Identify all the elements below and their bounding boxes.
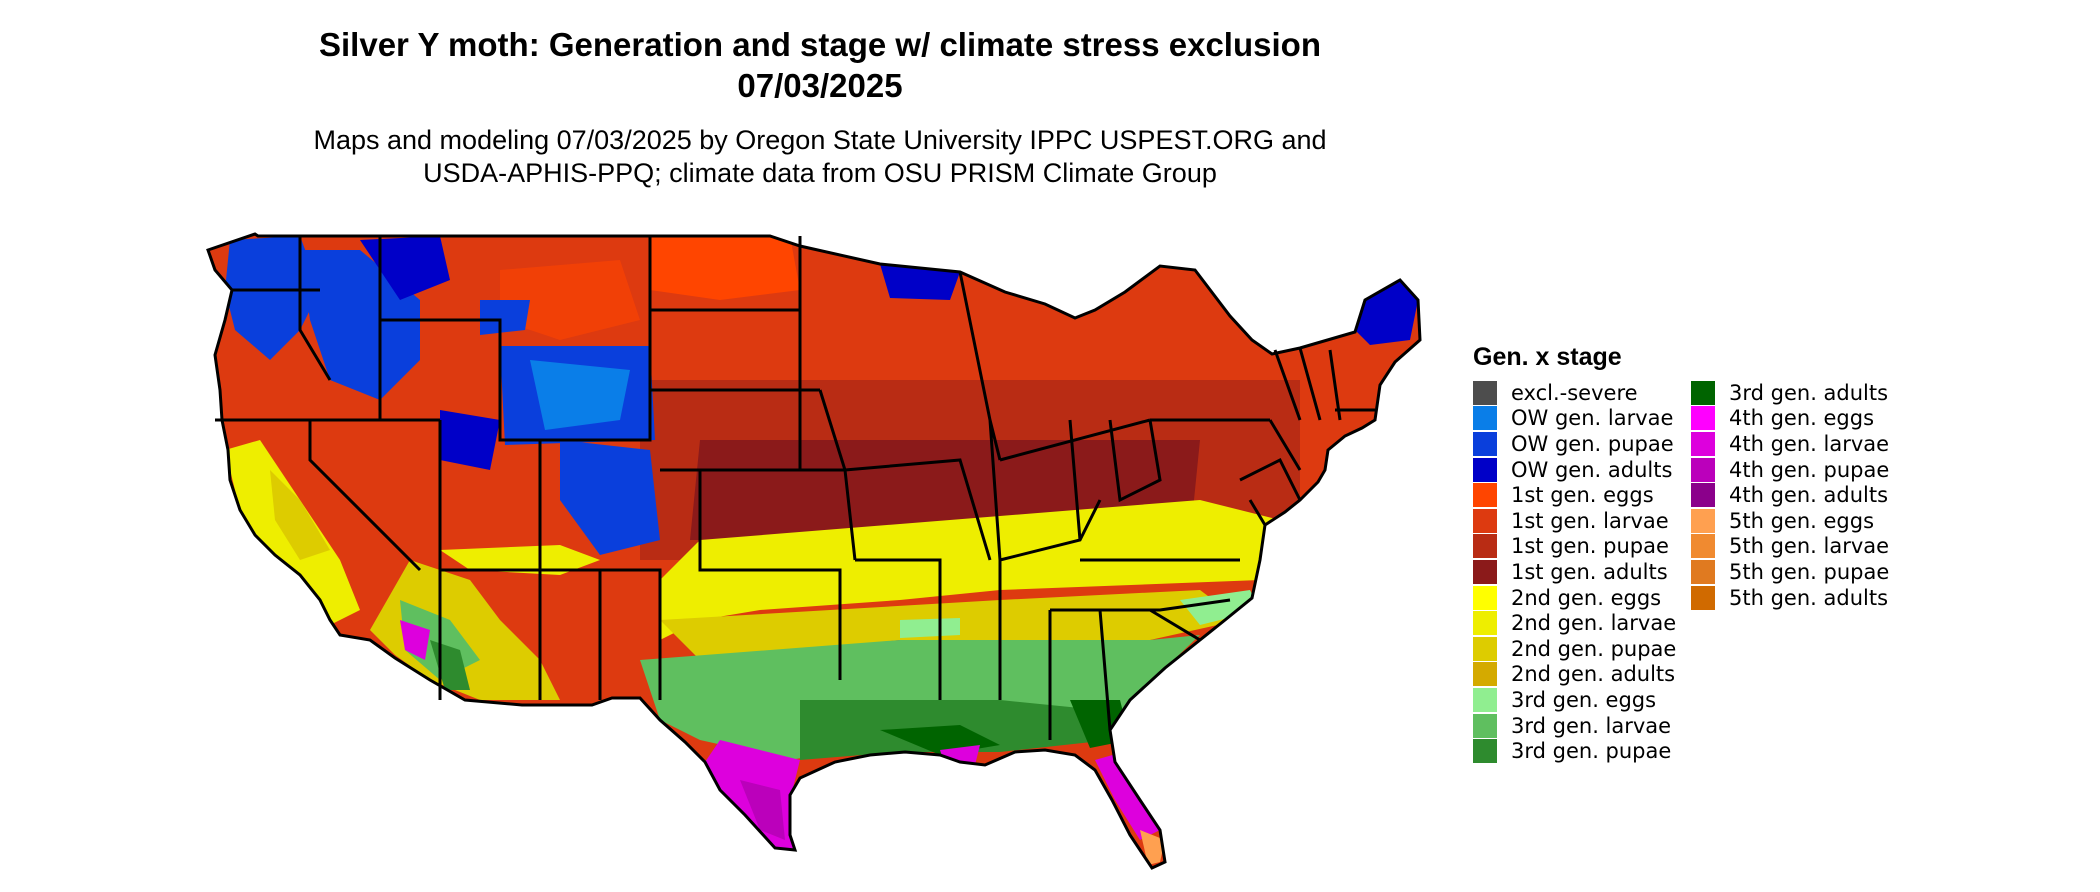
legend-swatch [1473, 457, 1497, 482]
legend-item: excl.-severe [1473, 380, 1691, 406]
legend-swatch [1691, 380, 1715, 405]
legend-label: 1st gen. pupae [1511, 534, 1669, 559]
legend-swatch [1473, 739, 1497, 764]
legend-label: 4th gen. larvae [1729, 431, 1890, 456]
legend-label: 3rd gen. larvae [1511, 713, 1672, 738]
legend-item: 4th gen. larvae [1691, 431, 1909, 457]
legend-swatch [1473, 559, 1497, 584]
legend-label: 1st gen. larvae [1511, 508, 1669, 533]
legend-swatch [1691, 457, 1715, 482]
legend-item: 5th gen. larvae [1691, 534, 1909, 560]
legend-swatch [1691, 508, 1715, 533]
legend-swatch [1691, 431, 1715, 456]
legend-item: OW gen. pupae [1473, 431, 1691, 457]
map-subtitle: Maps and modeling 07/03/2025 by Oregon S… [230, 124, 1410, 190]
us-map [206, 232, 1422, 870]
map-title-line1: Silver Y moth: Generation and stage w/ c… [319, 26, 1321, 63]
map-subtitle-line1: Maps and modeling 07/03/2025 by Oregon S… [313, 125, 1327, 155]
legend-label: 3rd gen. eggs [1511, 687, 1657, 712]
legend-label: 1st gen. eggs [1511, 483, 1654, 508]
legend-label: 1st gen. adults [1511, 559, 1668, 584]
legend-item: 5th gen. adults [1691, 585, 1909, 611]
legend-item: 4th gen. adults [1691, 482, 1909, 508]
legend-item: 3rd gen. pupae [1473, 738, 1691, 764]
legend: Gen. x stage excl.-severe OW gen. larvae O… [1473, 342, 1909, 764]
legend-swatch [1473, 534, 1497, 559]
legend-item: 2nd gen. pupae [1473, 636, 1691, 662]
legend-item: OW gen. larvae [1473, 406, 1691, 432]
legend-label: 4th gen. pupae [1729, 457, 1890, 482]
legend-item: 3rd gen. eggs [1473, 687, 1691, 713]
legend-swatch [1473, 713, 1497, 738]
legend-label: OW gen. larvae [1511, 406, 1674, 431]
state-borders [206, 232, 1422, 870]
legend-label: 3rd gen. adults [1729, 380, 1889, 405]
legend-item: 5th gen. pupae [1691, 559, 1909, 585]
legend-swatch [1691, 585, 1715, 610]
legend-label: 5th gen. larvae [1729, 534, 1890, 559]
legend-swatch [1473, 431, 1497, 456]
legend-label: 5th gen. adults [1729, 585, 1889, 610]
legend-columns: excl.-severe OW gen. larvae OW gen. pupae O… [1473, 380, 1909, 764]
legend-swatch [1473, 585, 1497, 610]
legend-item: 1st gen. larvae [1473, 508, 1691, 534]
legend-swatch [1473, 636, 1497, 661]
legend-swatch [1473, 508, 1497, 533]
legend-item: 3rd gen. larvae [1473, 713, 1691, 739]
legend-label: 5th gen. pupae [1729, 559, 1890, 584]
legend-label: excl.-severe [1511, 380, 1638, 405]
legend-swatch [1473, 380, 1497, 405]
legend-label: OW gen. adults [1511, 457, 1673, 482]
legend-swatch [1691, 483, 1715, 508]
legend-item: 2nd gen. larvae [1473, 610, 1691, 636]
legend-column-1: excl.-severe OW gen. larvae OW gen. pupae O… [1473, 380, 1691, 764]
legend-label: 3rd gen. pupae [1511, 739, 1672, 764]
legend-label: OW gen. pupae [1511, 431, 1674, 456]
legend-swatch [1473, 611, 1497, 636]
legend-column-2: 3rd gen. adults 4th gen. eggs 4th gen. lar… [1691, 380, 1909, 764]
legend-swatch [1473, 662, 1497, 687]
map-title: Silver Y moth: Generation and stage w/ c… [230, 24, 1410, 106]
map-title-date: 07/03/2025 [737, 67, 903, 104]
legend-label: 2nd gen. larvae [1511, 611, 1677, 636]
legend-item: OW gen. adults [1473, 457, 1691, 483]
legend-item: 1st gen. pupae [1473, 534, 1691, 560]
legend-item: 1st gen. adults [1473, 559, 1691, 585]
legend-item: 1st gen. eggs [1473, 482, 1691, 508]
legend-label: 2nd gen. pupae [1511, 636, 1677, 661]
legend-swatch [1691, 534, 1715, 559]
map-subtitle-line2: USDA-APHIS-PPQ; climate data from OSU PR… [423, 158, 1217, 188]
legend-swatch [1473, 483, 1497, 508]
legend-label: 2nd gen. adults [1511, 662, 1676, 687]
legend-label: 4th gen. eggs [1729, 406, 1875, 431]
legend-item: 4th gen. pupae [1691, 457, 1909, 483]
legend-swatch [1473, 406, 1497, 431]
legend-item: 4th gen. eggs [1691, 406, 1909, 432]
legend-swatch [1691, 559, 1715, 584]
legend-item: 2nd gen. eggs [1473, 585, 1691, 611]
legend-item: 3rd gen. adults [1691, 380, 1909, 406]
legend-swatch [1691, 406, 1715, 431]
legend-label: 5th gen. eggs [1729, 508, 1875, 533]
legend-label: 2nd gen. eggs [1511, 585, 1662, 610]
legend-label: 4th gen. adults [1729, 483, 1889, 508]
legend-swatch [1473, 687, 1497, 712]
legend-item: 2nd gen. adults [1473, 662, 1691, 688]
legend-title: Gen. x stage [1473, 343, 1622, 371]
legend-item: 5th gen. eggs [1691, 508, 1909, 534]
